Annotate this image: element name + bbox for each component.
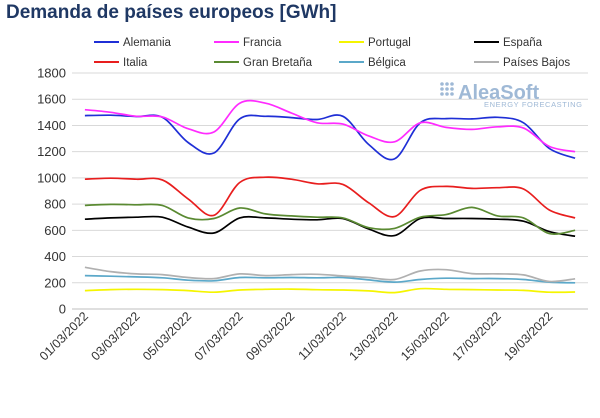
legend-item-alemania: Alemania <box>94 37 172 49</box>
series-line-gran-bretana <box>84 203 576 235</box>
series-line-espana <box>84 215 576 238</box>
legend-label: Francia <box>243 37 282 49</box>
legend-item-belgica: Bélgica <box>339 57 406 69</box>
x-tick-label: 05/03/2022 <box>140 309 194 363</box>
legend-label: Portugal <box>368 37 411 49</box>
legend-item-paises-bajos: Países Bajos <box>474 57 570 69</box>
y-tick-label: 200 <box>44 275 66 290</box>
legend-label: Italia <box>123 57 148 69</box>
y-tick-label: 600 <box>44 223 66 238</box>
y-tick-label: 1800 <box>37 66 66 81</box>
watermark-tagline: ENERGY FORECASTING <box>484 100 583 109</box>
series-line-alemania <box>84 114 576 161</box>
x-tick-label: 01/03/2022 <box>37 309 91 363</box>
series-line-paises-bajos <box>84 266 576 283</box>
x-tick-label: 15/03/2022 <box>398 309 452 363</box>
y-tick-label: 1600 <box>37 92 66 107</box>
x-tick-label: 19/03/2022 <box>501 309 555 363</box>
legend-item-italia: Italia <box>94 57 148 69</box>
chart-title: Demanda de países europeos [GWh] <box>6 2 337 23</box>
x-tick-label: 07/03/2022 <box>192 309 246 363</box>
series-line-francia <box>84 99 576 153</box>
y-axis: 0 200 400 600 800 1000 1200 1400 1600 1800 <box>37 66 66 317</box>
legend-label: Gran Bretaña <box>243 57 313 69</box>
y-tick-label: 1000 <box>37 170 66 185</box>
y-tick-label: 0 <box>59 302 66 317</box>
y-tick-label: 400 <box>44 249 66 264</box>
legend-item-francia: Francia <box>214 37 282 49</box>
watermark: AleaSoft ENERGY FORECASTING <box>440 82 582 109</box>
legend-label: Países Bajos <box>503 57 570 69</box>
x-axis: 01/03/202203/03/202205/03/202207/03/2022… <box>37 308 588 363</box>
x-tick-label: 03/03/2022 <box>88 309 142 363</box>
x-tick-label: 17/03/2022 <box>450 309 504 363</box>
series-line-portugal <box>84 287 576 294</box>
legend-label: Alemania <box>123 37 172 49</box>
watermark-brand: AleaSoft <box>458 82 539 104</box>
x-tick-label: 13/03/2022 <box>346 309 400 363</box>
legend-item-espana: España <box>474 37 543 49</box>
y-tick-label: 1400 <box>37 118 66 133</box>
x-tick-label: 09/03/2022 <box>243 309 297 363</box>
legend-label: Bélgica <box>368 57 406 69</box>
legend: Alemania Francia Portugal España Italia Gran … <box>94 37 570 69</box>
y-tick-label: 1200 <box>37 144 66 159</box>
logo-dots-icon <box>440 82 454 96</box>
legend-item-gran-bretana: Gran Bretaña <box>214 57 313 69</box>
series-line-belgica <box>84 274 576 284</box>
legend-label: España <box>503 37 543 49</box>
legend-item-portugal: Portugal <box>339 37 411 49</box>
series-line-italia <box>84 176 576 219</box>
x-tick-label: 11/03/2022 <box>296 309 350 363</box>
y-tick-label: 800 <box>44 197 66 212</box>
series-lines <box>84 99 576 294</box>
